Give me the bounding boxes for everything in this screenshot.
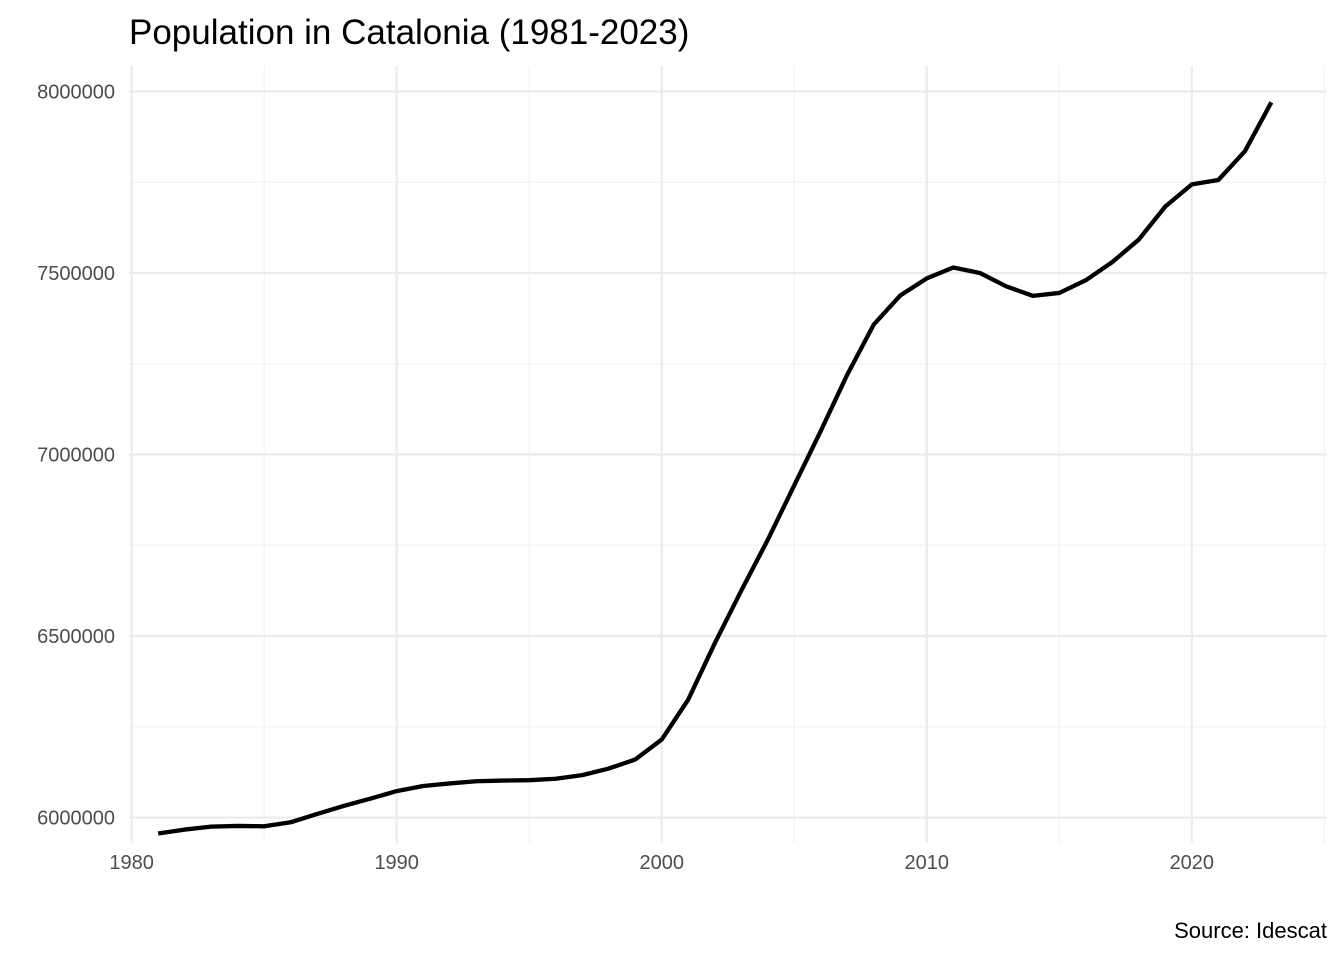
series-line-0 — [157, 101, 1274, 836]
axis-tick-labels: 6000000 6500000 7000000 7500000 8000000 1980 1… — [37, 81, 1214, 874]
y-tick-label-1: 6500000 — [37, 626, 115, 648]
x-tick-label-4: 2020 — [1170, 852, 1215, 874]
y-tick-label-0: 6000000 — [37, 808, 115, 830]
y-tick-label-4: 8000000 — [37, 81, 115, 103]
x-tick-label-2: 2000 — [639, 852, 684, 874]
y-tick-label-2: 7000000 — [37, 445, 115, 467]
grid-lines — [129, 66, 1327, 843]
x-tick-label-1: 1990 — [374, 852, 419, 874]
x-tick-label-0: 1980 — [109, 852, 154, 874]
x-tick-label-3: 2010 — [905, 852, 950, 874]
chart-caption: Source: Idescat — [1174, 918, 1327, 943]
y-tick-label-3: 7500000 — [37, 263, 115, 285]
series-layer — [157, 101, 1274, 836]
chart-title: Population in Catalonia (1981-2023) — [129, 13, 689, 52]
